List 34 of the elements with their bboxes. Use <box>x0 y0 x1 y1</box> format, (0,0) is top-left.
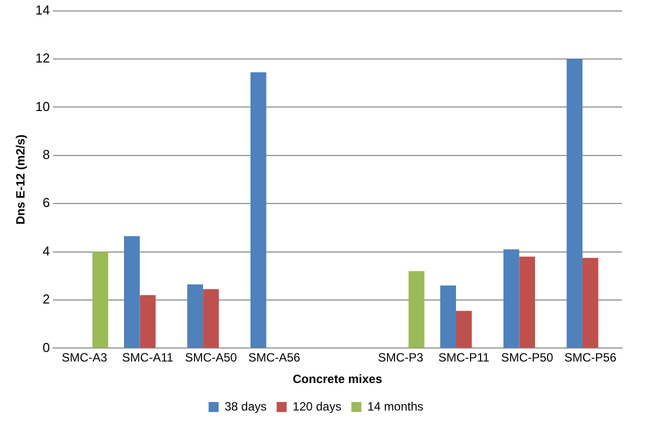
bar <box>187 284 204 348</box>
x-axis-title: Concrete mixes <box>292 372 382 386</box>
bar <box>566 59 582 348</box>
bar <box>503 249 520 348</box>
bar <box>456 310 472 348</box>
legend-label: 120 days <box>292 399 342 414</box>
y-tick-label: 12 <box>35 50 50 66</box>
y-tick-label: 0 <box>42 340 50 355</box>
y-tick-label: 14 <box>35 2 50 18</box>
legend-label: 14 months <box>367 399 424 414</box>
x-tick-label: SMC-P11 <box>438 350 490 365</box>
bar <box>408 271 424 348</box>
x-tick-label: SMC-P3 <box>378 350 424 365</box>
legend-label: 38 days <box>224 399 267 414</box>
bar <box>519 256 536 348</box>
y-tick-label: 8 <box>42 146 50 162</box>
bar <box>582 258 598 348</box>
y-axis-title: Dns E-12 (m2/s) <box>14 134 28 225</box>
y-tick-label: 4 <box>42 243 50 258</box>
x-tick-label: SMC-A11 <box>122 350 174 365</box>
x-tick-label: SMC-A3 <box>62 350 108 365</box>
y-tick-label: 10 <box>35 98 50 114</box>
x-tick-label: SMC-A50 <box>184 350 238 365</box>
x-tick-label: SMC-P50 <box>501 350 554 365</box>
y-tick-label: 2 <box>42 292 50 307</box>
bar <box>440 286 456 348</box>
bar <box>250 72 266 348</box>
x-tick-label: SMC-P56 <box>564 350 617 365</box>
y-tick-label: 6 <box>42 195 50 210</box>
bar <box>140 295 156 348</box>
bar <box>203 289 219 348</box>
bar <box>124 236 140 348</box>
bar <box>92 252 108 348</box>
x-tick-label: SMC-A56 <box>248 350 301 365</box>
